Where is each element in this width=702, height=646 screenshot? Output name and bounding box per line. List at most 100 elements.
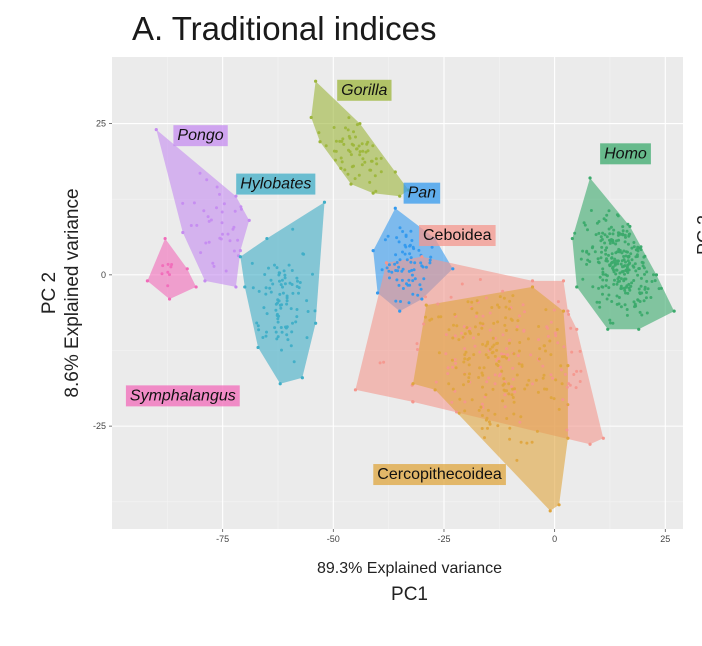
- point-gorilla: [358, 153, 362, 157]
- point-gorilla: [343, 168, 347, 172]
- point-hylobates: [276, 320, 280, 324]
- point-homo: [639, 276, 643, 280]
- point-ceboidea: [422, 322, 426, 326]
- point-ceboidea: [588, 442, 592, 446]
- point-homo: [620, 251, 624, 255]
- point-cercopithecoidea: [491, 387, 495, 391]
- hull-homo: [572, 178, 675, 330]
- point-ceboidea: [481, 314, 485, 318]
- point-homo: [632, 300, 636, 304]
- point-homo: [627, 255, 631, 258]
- point-hylobates: [277, 314, 281, 318]
- point-cercopithecoidea: [536, 390, 540, 394]
- point-symphalangus: [170, 263, 174, 266]
- point-homo: [657, 287, 661, 291]
- point-homo: [645, 270, 649, 274]
- point-cercopithecoidea: [495, 342, 499, 345]
- point-homo: [614, 272, 618, 276]
- point-ceboidea: [353, 388, 358, 392]
- point-cercopithecoidea: [479, 405, 483, 409]
- point-ceboidea: [579, 369, 583, 373]
- point-hylobates: [288, 281, 292, 285]
- point-hylobates: [279, 326, 283, 329]
- point-ceboidea: [446, 372, 450, 376]
- point-homo: [624, 235, 627, 239]
- point-pongo: [195, 223, 199, 227]
- point-pan: [410, 268, 414, 272]
- point-ceboidea: [463, 347, 467, 351]
- point-homo: [591, 285, 595, 289]
- point-pan: [410, 239, 414, 242]
- point-homo: [600, 238, 604, 241]
- point-cercopithecoidea: [537, 357, 541, 361]
- point-symphalangus: [163, 236, 167, 241]
- point-ceboidea: [541, 364, 545, 368]
- point-cercopithecoidea: [512, 352, 516, 356]
- point-gorilla: [366, 149, 370, 153]
- point-homo: [638, 291, 642, 295]
- point-homo: [632, 245, 636, 249]
- point-homo: [642, 266, 646, 270]
- point-symphalangus: [185, 267, 189, 271]
- point-ceboidea: [446, 366, 450, 370]
- point-hylobates: [300, 376, 304, 380]
- point-homo: [625, 313, 629, 317]
- point-cercopithecoidea: [566, 403, 570, 407]
- point-pan: [407, 301, 411, 305]
- point-ceboidea: [455, 410, 458, 414]
- point-homo: [601, 272, 605, 276]
- point-cercopithecoidea: [482, 366, 486, 370]
- point-ceboidea: [551, 376, 554, 380]
- point-gorilla: [361, 149, 365, 153]
- point-pongo: [239, 205, 243, 209]
- point-cercopithecoidea: [480, 326, 484, 330]
- point-hylobates: [269, 278, 273, 282]
- point-homo: [585, 249, 589, 253]
- point-homo: [616, 280, 620, 284]
- point-gorilla: [352, 130, 355, 134]
- point-hylobates: [263, 273, 267, 276]
- point-hylobates: [256, 345, 260, 350]
- point-ceboidea: [487, 376, 491, 380]
- point-pan: [401, 267, 405, 271]
- point-gorilla: [393, 170, 397, 174]
- point-cercopithecoidea: [453, 312, 457, 316]
- point-cercopithecoidea: [484, 418, 488, 422]
- point-homo: [605, 274, 609, 278]
- point-cercopithecoidea: [523, 387, 527, 391]
- point-homo: [626, 259, 630, 263]
- point-hylobates: [311, 272, 314, 276]
- point-cercopithecoidea: [455, 324, 459, 328]
- point-homo: [645, 279, 649, 283]
- point-cercopithecoidea: [486, 426, 489, 430]
- point-pan: [408, 283, 412, 287]
- point-homo: [604, 218, 608, 222]
- point-homo: [603, 233, 607, 237]
- point-homo: [627, 262, 631, 266]
- point-pongo: [154, 128, 158, 132]
- point-pongo: [202, 209, 206, 213]
- point-ceboidea: [556, 341, 560, 345]
- group-label-box-hylobates: [236, 173, 316, 195]
- point-homo: [644, 296, 648, 300]
- point-homo: [579, 257, 583, 261]
- point-pan: [411, 279, 415, 283]
- point-cercopithecoidea: [507, 341, 511, 345]
- hull-cercopithecoidea: [413, 286, 568, 511]
- point-hylobates: [264, 292, 268, 296]
- y-axis-label-pc: PC 2: [39, 272, 60, 314]
- point-homo: [591, 245, 595, 249]
- point-homo: [620, 286, 624, 290]
- point-cercopithecoidea: [557, 503, 561, 507]
- point-homo: [573, 231, 577, 235]
- point-cercopithecoidea: [466, 300, 470, 304]
- point-cercopithecoidea: [544, 308, 548, 312]
- group-label-cercopithecoidea: Cercopithecoidea: [377, 466, 502, 483]
- point-cercopithecoidea: [511, 294, 515, 298]
- point-homo: [609, 321, 612, 325]
- point-gorilla: [368, 168, 372, 172]
- point-hylobates: [278, 382, 282, 386]
- point-cercopithecoidea: [527, 378, 531, 382]
- point-homo: [623, 288, 627, 292]
- point-homo: [612, 228, 616, 232]
